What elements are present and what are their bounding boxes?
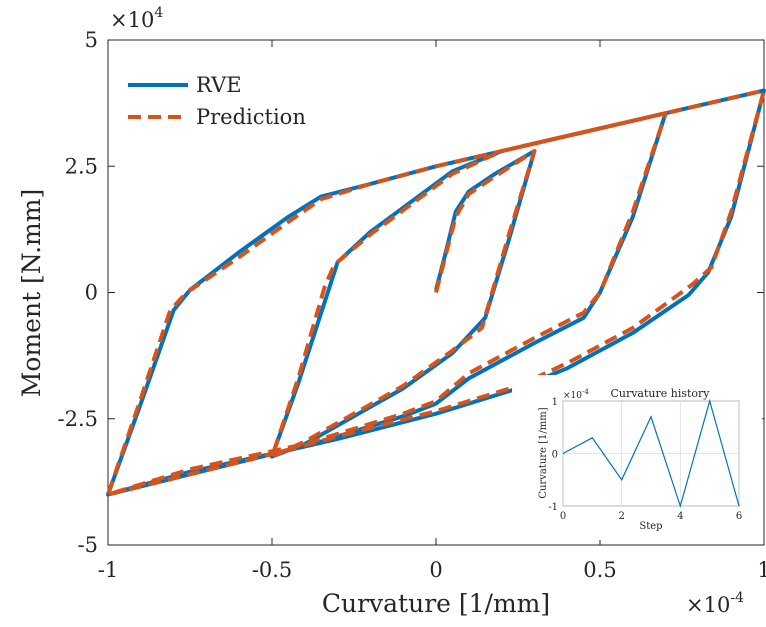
main-chart: -1 -0.5 0 0.5 1 -5 -2.5 0 2.5 5 Moment [N.mm] Cur…: [17, 5, 766, 618]
main-tick-labels: -1 -0.5 0 0.5 1 -5 -2.5 0 2.5 5: [58, 28, 766, 582]
inset-x-tick-label: 0: [560, 511, 566, 522]
main-series-group: [106, 88, 766, 497]
inset-y-exponent: ×10-4: [563, 388, 589, 401]
x-tick-label: -0.5: [252, 558, 293, 582]
inset-x-tick-label: 6: [736, 511, 742, 522]
y-tick-label: -2.5: [58, 407, 99, 431]
inset-x-axis-label: Step: [639, 521, 662, 532]
inset-x-tick-label: 4: [677, 511, 683, 522]
y-tick-label: 5: [85, 28, 98, 52]
y-exponent-base: ×10: [110, 8, 154, 32]
x-tick-label: 0.5: [583, 558, 616, 582]
inset-y-tick-label: 0: [552, 450, 558, 461]
inset-y-tick-label: -1: [548, 502, 558, 513]
x-tick-label: 0: [429, 558, 442, 582]
svg-text:×10-4: ×10-4: [686, 590, 744, 617]
x-exponent: ×10-4: [686, 590, 744, 617]
x-exponent-power: -4: [730, 590, 744, 606]
x-tick-label: 1: [757, 558, 766, 582]
inset-title: Curvature history: [610, 387, 710, 400]
y-tick-label: -5: [78, 533, 98, 557]
inset-x-tick-label: 2: [618, 511, 624, 522]
y-tick-label: 2.5: [65, 154, 98, 178]
inset-y-axis-label: Curvature [1/mm]: [538, 407, 549, 498]
svg-text:×104: ×104: [110, 5, 163, 32]
inset-series-group: [562, 398, 740, 509]
y-exponent: ×104: [110, 5, 163, 32]
legend-label-rve: RVE: [196, 73, 242, 97]
y-tick-label: 0: [85, 281, 98, 305]
inset-tick-labels: 0 2 4 6-101: [548, 397, 742, 522]
x-axis-label: Curvature [1/mm]: [322, 589, 550, 618]
y-exponent-power: 4: [154, 5, 163, 21]
inset-y-tick-label: 1: [552, 397, 558, 408]
series-line-prediction: [106, 88, 766, 497]
legend-label-prediction: Prediction: [196, 105, 306, 129]
inset-chart: 0 2 4 6-101 Curvature history ×10-4 Curvatu…: [512, 375, 762, 540]
legend: RVE Prediction: [128, 73, 306, 129]
inset-series-line: [562, 398, 740, 509]
x-exponent-base: ×10: [686, 593, 730, 617]
inset-y-exponent-base: ×10: [563, 391, 582, 401]
x-tick-label: -1: [98, 558, 118, 582]
inset-y-exponent-power: -4: [582, 388, 589, 396]
svg-text:×10-4: ×10-4: [563, 388, 589, 401]
y-axis-label: Moment [N.mm]: [17, 189, 46, 397]
